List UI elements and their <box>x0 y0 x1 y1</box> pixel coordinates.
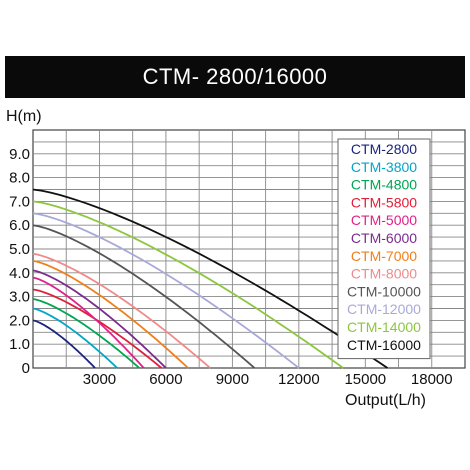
curve-ctm-7000 <box>32 260 189 369</box>
curve-ctm-12000 <box>32 212 300 369</box>
curve-ctm-4800 <box>32 298 140 369</box>
y-tick-label: 3.0 <box>9 289 30 306</box>
legend-entry-ctm-2800: CTM-2800 <box>351 141 417 157</box>
x-axis-label: Output(L/h) <box>345 392 426 409</box>
chart-title: CTM- 2800/16000 <box>5 56 465 98</box>
curve-ctm-3800 <box>32 307 118 369</box>
curve-ctm-16000 <box>32 188 389 369</box>
y-tick-label: 4.0 <box>9 265 30 282</box>
x-tick-label: 3000 <box>83 371 116 388</box>
y-axis-label: H(m) <box>6 108 42 125</box>
y-tick-label: 1.0 <box>9 336 30 353</box>
y-tick-label: 2.0 <box>9 312 30 329</box>
x-tick-label: 15000 <box>344 371 386 388</box>
curve-ctm-14000 <box>32 200 344 369</box>
curve-ctm-8000 <box>32 252 211 369</box>
y-tick-labels: 0 1.0 2.0 3.0 4.0 5.0 6.0 7.0 8.0 9.0 <box>9 146 30 377</box>
x-tick-labels: 3000 6000 9000 12000 15000 18000 <box>83 371 453 388</box>
legend-entry-ctm-7000: CTM-7000 <box>351 248 417 264</box>
y-tick-label: 9.0 <box>9 146 30 163</box>
legend-entry-ctm-5000: CTM-5000 <box>351 212 417 228</box>
curve-ctm-10000 <box>32 224 256 369</box>
x-tick-label: 6000 <box>149 371 182 388</box>
legend-entry-ctm-5800: CTM-5800 <box>351 194 417 210</box>
legend-entry-ctm-16000: CTM-16000 <box>347 337 421 353</box>
x-tick-label: 9000 <box>216 371 249 388</box>
curve-ctm-2800 <box>32 319 96 369</box>
legend-box <box>337 138 431 360</box>
y-tick-label: 5.0 <box>9 241 30 258</box>
y-tick-label: 7.0 <box>9 193 30 210</box>
y-tick-label: 0 <box>22 360 30 377</box>
legend-entry-ctm-6000: CTM-6000 <box>351 230 417 246</box>
x-tick-label: 18000 <box>411 371 453 388</box>
legend-entry-ctm-14000: CTM-14000 <box>347 319 421 335</box>
curve-ctm-5000 <box>32 276 145 369</box>
legend-entry-ctm-8000: CTM-8000 <box>351 266 417 282</box>
legend-entry-ctm-4800: CTM-4800 <box>351 177 417 193</box>
curve-ctm-6000 <box>32 269 167 369</box>
legend-entry-ctm-12000: CTM-12000 <box>347 301 421 317</box>
y-tick-label: 6.0 <box>9 217 30 234</box>
y-tick-label: 8.0 <box>9 170 30 187</box>
curves <box>32 188 389 369</box>
legend-entry-ctm-3800: CTM-3800 <box>351 159 417 175</box>
legend-entry-ctm-10000: CTM-10000 <box>347 283 421 299</box>
x-tick-label: 12000 <box>278 371 320 388</box>
